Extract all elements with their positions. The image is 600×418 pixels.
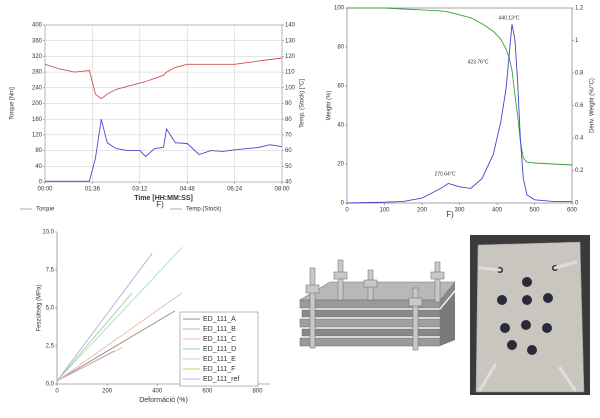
- y-tick-label: 360: [32, 38, 43, 44]
- series-line: [346, 24, 572, 204]
- y-tick-label: 10,0: [42, 230, 54, 236]
- annotation: 423.76°C: [468, 59, 489, 65]
- caption: F): [446, 210, 454, 219]
- y2-tick-label: 70: [285, 132, 292, 138]
- y2-tick-label: 120: [285, 54, 296, 60]
- y-tick-label: 0: [39, 180, 43, 186]
- y-tick-label: 40: [35, 164, 42, 170]
- y2-tick-label: 0.2: [575, 168, 584, 174]
- caption: F): [156, 200, 164, 209]
- x-tick-label: 03:12: [132, 187, 148, 193]
- series-line: [347, 7, 573, 166]
- legend-label: ED_111_E: [203, 356, 236, 363]
- x-tick-label: 01:36: [85, 187, 101, 193]
- y2-tick-label: 90: [285, 101, 292, 107]
- series-line: [56, 292, 183, 382]
- y-tick-label: 7,5: [46, 268, 55, 274]
- plot-frame: [346, 7, 573, 204]
- series-line: [56, 253, 153, 382]
- annotation: 270.64°C: [435, 171, 456, 177]
- x-tick-label: 08:00: [274, 187, 290, 193]
- y2-tick-label: 0: [575, 201, 579, 207]
- y-tick-label: 0: [341, 201, 345, 207]
- y-tick-label: 400: [32, 23, 43, 29]
- y-tick-label: 100: [334, 6, 345, 12]
- press-photo: [290, 255, 460, 370]
- series-line: [56, 350, 115, 382]
- legend-label: ED_111_B: [203, 326, 236, 333]
- y-tick-label: 40: [337, 123, 344, 129]
- x-tick-label: 200: [417, 208, 428, 214]
- y2-tick-label: 0.6: [575, 103, 584, 109]
- legend-label: Temp.(Stock): [186, 207, 221, 213]
- y-tick-label: 60: [337, 84, 344, 90]
- x-tick-label: 06:24: [227, 187, 243, 193]
- annotation: 440.13°C: [499, 15, 520, 21]
- y-tick-label: 280: [32, 70, 43, 76]
- x-tick-label: 600: [567, 208, 578, 214]
- y2-tick-label: 1.2: [575, 6, 584, 12]
- y2-tick-label: 110: [285, 70, 295, 76]
- x-tick-label: 0: [55, 389, 59, 395]
- y2-tick-label: 0.4: [575, 136, 584, 142]
- legend-label: ED_111_C: [203, 336, 236, 343]
- y-axis-title: Torque [Nm]: [10, 87, 16, 120]
- x-axis-title: Deformáció (%): [139, 397, 188, 404]
- x-tick-label: 04:48: [180, 187, 196, 193]
- x-tick-label: 100: [379, 208, 390, 214]
- series-line: [45, 119, 283, 182]
- x-tick-label: 800: [252, 389, 263, 395]
- x-axis-title: Time [HH:MM:SS]: [134, 195, 193, 202]
- y2-axis-title: Deriv. Weight (%/°C): [590, 78, 596, 133]
- y-tick-label: 200: [32, 101, 43, 107]
- y2-tick-label: 40: [285, 180, 292, 186]
- y2-axis-title: Temp. (Stock) [°C]: [300, 79, 306, 128]
- series-line: [56, 246, 183, 382]
- x-tick-label: 500: [529, 208, 540, 214]
- x-tick-label: 200: [102, 389, 113, 395]
- series-line: [56, 292, 133, 382]
- legend-label: ED_111_F: [203, 366, 235, 373]
- x-tick-label: 0: [345, 208, 349, 214]
- y-tick-label: 160: [32, 117, 43, 123]
- legend-label: ED_111_A: [203, 316, 236, 323]
- y2-tick-label: 1: [575, 38, 579, 44]
- x-tick-label: 600: [202, 389, 213, 395]
- series-line: [56, 310, 176, 382]
- y-tick-label: 80: [337, 45, 344, 51]
- legend-label: ED_111_ref: [203, 376, 239, 383]
- y-tick-label: 240: [32, 85, 43, 91]
- x-tick-label: 400: [152, 389, 163, 395]
- y-tick-label: 80: [35, 148, 42, 154]
- y2-tick-label: 0.8: [575, 71, 584, 77]
- y2-tick-label: 130: [285, 38, 296, 44]
- y-tick-label: 5,0: [46, 306, 55, 312]
- y2-tick-label: 100: [285, 85, 296, 91]
- y-axis-title: Feszültség (MPa): [37, 284, 43, 331]
- y-tick-label: 320: [32, 54, 43, 60]
- x-tick-label: 300: [454, 208, 465, 214]
- y-tick-label: 20: [337, 162, 344, 168]
- legend-label: ED_111_D: [203, 346, 236, 353]
- y-axis-title: Weight (%): [327, 91, 333, 121]
- x-tick-label: 400: [492, 208, 503, 214]
- y-tick-label: 120: [32, 132, 43, 138]
- y-tick-label: 2,5: [46, 344, 55, 350]
- y2-tick-label: 80: [285, 117, 292, 123]
- x-tick-label: 00:00: [37, 187, 53, 193]
- y-tick-label: 0,0: [46, 382, 55, 388]
- y2-tick-label: 60: [285, 148, 292, 154]
- legend-label: Torque: [36, 207, 55, 213]
- y2-tick-label: 140: [285, 23, 296, 29]
- plate-photo: [470, 235, 590, 395]
- y2-tick-label: 50: [285, 164, 292, 170]
- series-line: [44, 57, 283, 100]
